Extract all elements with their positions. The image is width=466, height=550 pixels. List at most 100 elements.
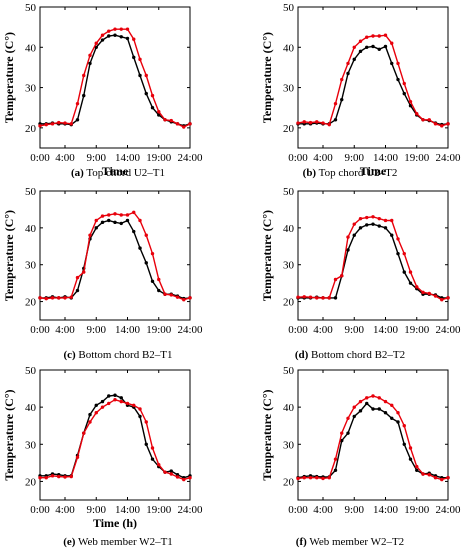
chart-2-x-tick-label: 19:00 [404, 152, 430, 164]
chart-2-y-tick-label: 50 [283, 2, 295, 14]
chart-2-y-tick-label: 20 [283, 123, 295, 135]
chart-6-series-1-line [297, 402, 448, 479]
chart-1-y-tick-label: 50 [25, 2, 37, 14]
chart-1-x-tick-label: 0:00 [30, 152, 50, 164]
chart-5-plot-frame [39, 369, 191, 501]
chart-3-series-2-point [69, 295, 73, 299]
chart-4-series-1-point [333, 296, 338, 300]
chart-1-series-1-point [125, 36, 130, 41]
chart-2-series-1-point [383, 44, 388, 49]
chart-2-series-1-point [346, 71, 350, 76]
chart-5-caption-text: Web member W2–T1 [75, 536, 172, 548]
chart-5-series-2-point [44, 476, 48, 480]
chart-2-series-2-point [377, 34, 381, 38]
chart-panel-6: 20 30 40 50 0:00 4:00 9:00 14:00 19:00 24:00 Tempe… [260, 365, 461, 548]
chart-2-series-2-point [383, 33, 388, 37]
chart-4-plot-frame [297, 190, 449, 321]
chart-4-series-2-line [297, 216, 449, 301]
chart-1-series-1-point [157, 113, 161, 117]
chart-2-series-2-point [333, 101, 338, 106]
chart-4-series-2-point [427, 291, 431, 296]
chart-5-series-2-point [125, 401, 130, 406]
chart-panel-5: 20 30 40 50 0:00 4:00 9:00 14:00 19:00 24:00 Time … [2, 365, 203, 548]
chart-4-series-1-point [408, 281, 413, 285]
chart-1-x-tick-label: 4:00 [55, 152, 75, 164]
chart-4-series-2-point [333, 277, 338, 282]
chart-3-series-2-point [82, 270, 86, 274]
chart-6-series-2-point [377, 396, 381, 400]
chart-2-series-2-point [371, 34, 375, 38]
chart-5-series-1-point [150, 457, 155, 461]
chart-2-x-axis-label: Time [360, 164, 387, 178]
chart-2-x-tick-label: 9:00 [344, 152, 364, 164]
chart-5-series-1-line [40, 394, 191, 479]
chart-4-series-2-point [402, 251, 406, 256]
chart-panel-4: 20 30 40 50 0:00 4:00 9:00 14:00 19:00 24:00 Tempe… [260, 186, 461, 361]
chart-3-series-1-point [157, 288, 161, 293]
chart-6-series-2-point [415, 464, 419, 469]
chart-6-series-2-point [440, 477, 444, 482]
chart-5-x-tick-label: 4:00 [55, 504, 75, 516]
chart-5-series-2-point [188, 476, 192, 480]
chart-3-series-1-point [75, 288, 80, 293]
chart-2-series-2-point [315, 120, 319, 124]
chart-5-series-2-point [57, 474, 61, 479]
chart-3-series-1-point [100, 220, 105, 225]
chart-1-y-tick-label: 20 [25, 123, 37, 135]
chart-6-series-1-point [377, 407, 381, 411]
chart-2-series-2-point [446, 122, 450, 126]
chart-2-series-2-point [396, 61, 400, 66]
chart-4-series-2-point [365, 215, 369, 220]
chart-6-series-1-point [333, 468, 338, 472]
chart-4-series-2-point [340, 274, 344, 278]
chart-5-series-2-point [163, 470, 167, 474]
chart-4-series-1-point [402, 270, 406, 274]
chart-1-series-2-point [44, 122, 48, 127]
chart-2-series-2-point [327, 122, 331, 127]
chart-4-series-2-point [433, 294, 438, 298]
chart-5-series-1-point [169, 469, 173, 473]
chart-3-caption-label: (c) [63, 349, 76, 361]
chart-2-series-2-line [297, 34, 449, 127]
chart-3-series-2-point [44, 296, 48, 301]
chart-4-y-tick-label: 30 [283, 260, 295, 272]
chart-1-series-1-line [40, 34, 191, 127]
chart-3-y-tick-label: 50 [25, 186, 37, 198]
chart-4-series-2-point [321, 296, 325, 300]
chart-1-series-1-point [82, 93, 86, 98]
chart-6-x-tick-label: 24:00 [435, 504, 461, 516]
chart-2-series-2-point [308, 120, 313, 125]
chart-6-series-2-point [365, 396, 369, 400]
chart-5-series-2-point [119, 399, 123, 404]
chart-5-y-tick-label: 50 [25, 365, 37, 377]
chart-3-series-1-point [107, 218, 111, 223]
chart-3-series-2-point [132, 210, 136, 215]
chart-1-y-tick-label: 40 [25, 42, 37, 54]
chart-2-series-1-point [377, 47, 381, 51]
chart-4-series-2-point [327, 296, 331, 300]
chart-3-series-1-point [94, 226, 98, 230]
chart-4-y-tick-label: 20 [283, 297, 295, 309]
chart-6-series-2-point [302, 476, 306, 480]
chart-1-series-2-point [69, 122, 73, 126]
chart-6-series-2-point [296, 476, 300, 481]
chart-3-series-2-point [100, 214, 105, 218]
chart-1-series-2-point [94, 41, 98, 45]
chart-6-series-2-point [327, 476, 331, 480]
chart-6-series-1-point [352, 414, 356, 419]
chart-4-caption-text: Bottom chord B2–T2 [308, 349, 405, 361]
chart-2-series-2-point [321, 121, 325, 125]
chart-6-y-tick-label: 30 [283, 439, 295, 451]
chart-2-caption-text: Top chord U2–T2 [316, 167, 397, 179]
chart-1-series-1-point [88, 61, 92, 66]
chart-3-series-2-point [150, 251, 155, 256]
chart-3-series-1-point [150, 279, 155, 283]
chart-5-x-axis-label: Time (h) [93, 516, 137, 530]
chart-3-plot-frame [39, 190, 191, 321]
chart-2-y-tick-label: 40 [283, 42, 295, 54]
chart-1-series-2-point [75, 101, 80, 106]
chart-3-x-tick-label: 24:00 [177, 324, 203, 336]
chart-3-series-1-point [144, 261, 148, 265]
chart-1-series-1-point [132, 55, 136, 60]
